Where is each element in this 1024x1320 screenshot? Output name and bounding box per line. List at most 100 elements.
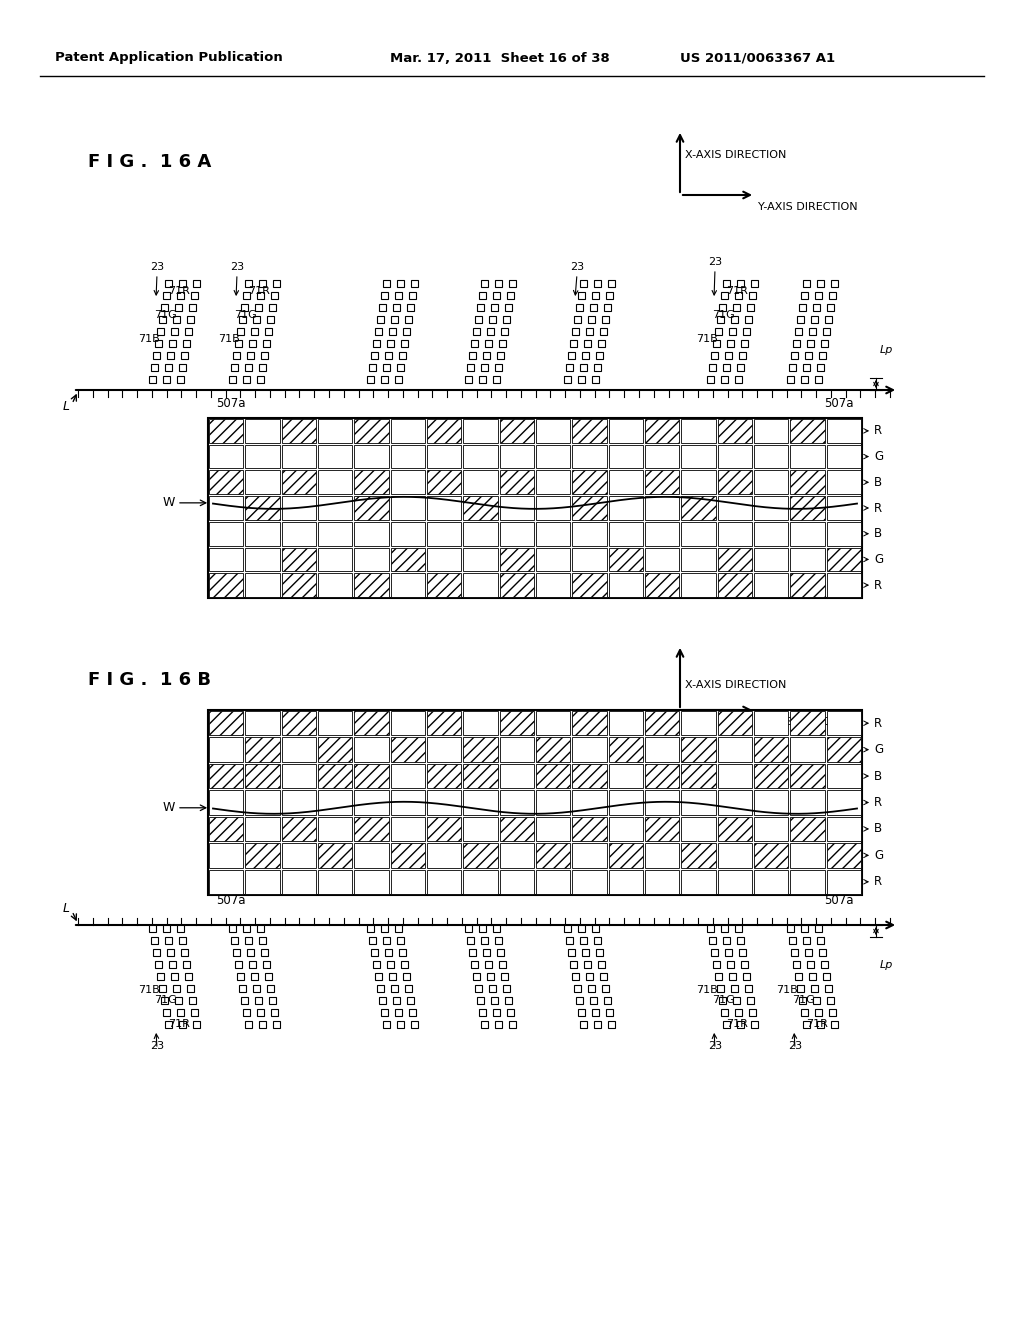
Bar <box>272 280 280 286</box>
Text: 23: 23 <box>570 261 584 272</box>
Bar <box>608 870 643 894</box>
Text: G: G <box>874 450 883 463</box>
Bar <box>463 573 498 597</box>
Bar <box>645 764 679 788</box>
Bar <box>427 870 462 894</box>
Bar <box>411 1020 418 1028</box>
Bar <box>746 997 754 1005</box>
Bar <box>258 364 265 371</box>
Bar <box>245 1020 252 1028</box>
Bar <box>826 573 861 597</box>
Bar <box>465 376 471 383</box>
Bar <box>404 985 412 993</box>
Bar <box>176 925 183 932</box>
Bar <box>738 949 745 956</box>
Bar <box>801 376 808 383</box>
Text: 507a: 507a <box>216 397 246 411</box>
Text: X-AXIS DIRECTION: X-AXIS DIRECTION <box>685 680 786 690</box>
Bar <box>484 341 492 347</box>
Bar <box>608 843 643 867</box>
Bar <box>169 961 175 968</box>
Bar <box>596 352 602 359</box>
Bar <box>178 1020 185 1028</box>
Text: 71B: 71B <box>138 334 160 345</box>
Bar <box>188 304 196 312</box>
Bar <box>588 315 595 323</box>
Bar <box>282 548 316 572</box>
Bar <box>384 352 391 359</box>
Bar <box>394 292 401 300</box>
Bar <box>246 521 280 545</box>
Bar <box>608 496 643 520</box>
Bar <box>182 961 189 968</box>
Bar <box>268 997 275 1005</box>
Text: 23: 23 <box>787 1041 802 1051</box>
Bar <box>369 937 376 944</box>
Bar <box>826 445 861 469</box>
Bar <box>751 1020 758 1028</box>
Bar <box>282 470 316 494</box>
Bar <box>354 521 389 545</box>
Text: R: R <box>874 578 882 591</box>
Bar <box>396 364 403 371</box>
Bar <box>536 870 570 894</box>
Bar <box>391 764 425 788</box>
Bar <box>580 280 587 286</box>
Bar <box>318 496 352 520</box>
Bar <box>404 315 412 323</box>
Bar <box>681 870 716 894</box>
Bar <box>500 418 534 442</box>
Bar <box>256 376 263 383</box>
Text: R: R <box>874 717 882 730</box>
Bar <box>725 949 731 956</box>
Bar <box>572 470 606 494</box>
Bar <box>572 843 606 867</box>
Bar <box>572 764 606 788</box>
Bar <box>749 1008 756 1016</box>
Bar <box>608 573 643 597</box>
Bar <box>480 937 487 944</box>
Bar <box>500 711 534 735</box>
Bar <box>367 376 374 383</box>
Bar <box>467 937 473 944</box>
Bar <box>791 418 824 442</box>
Bar <box>824 985 831 993</box>
Bar <box>788 937 796 944</box>
Bar <box>247 949 254 956</box>
Bar <box>407 304 414 312</box>
Bar <box>826 997 834 1005</box>
Bar <box>392 304 399 312</box>
Bar <box>732 997 739 1005</box>
Bar <box>161 304 168 312</box>
Bar <box>243 376 250 383</box>
Bar <box>318 521 352 545</box>
Bar <box>645 548 679 572</box>
Bar <box>681 470 716 494</box>
Bar <box>584 341 591 347</box>
Bar <box>246 817 280 841</box>
Bar <box>209 418 244 442</box>
Bar <box>427 573 462 597</box>
Bar <box>536 521 570 545</box>
Bar <box>153 352 160 359</box>
Bar <box>791 791 824 814</box>
Bar <box>828 292 836 300</box>
Bar <box>354 870 389 894</box>
Text: Patent Application Publication: Patent Application Publication <box>55 51 283 65</box>
Bar <box>754 711 788 735</box>
Text: R: R <box>874 502 882 515</box>
Bar <box>580 937 587 944</box>
Bar <box>503 985 510 993</box>
Bar <box>791 521 824 545</box>
Bar <box>463 548 498 572</box>
Bar <box>713 341 720 347</box>
Bar <box>601 315 608 323</box>
Bar <box>786 376 794 383</box>
Bar <box>809 327 815 335</box>
Bar <box>791 870 824 894</box>
Bar <box>495 280 502 286</box>
Bar <box>718 791 752 814</box>
Bar <box>354 711 389 735</box>
Bar <box>371 352 378 359</box>
Bar <box>209 738 244 762</box>
